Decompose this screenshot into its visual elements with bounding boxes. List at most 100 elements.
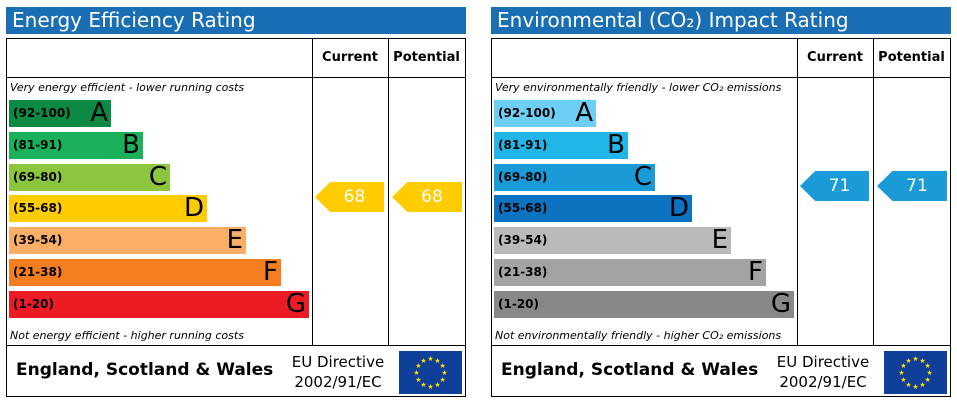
star-icon: ★ [413,369,419,377]
band-range-label: (81-91) [498,138,548,152]
potential-rating-value: 71 [906,176,928,196]
band-range-label: (39-54) [498,233,548,247]
band-letter: F [263,257,278,287]
band-range-label: (55-68) [498,201,548,215]
header-divider [7,77,465,78]
star-icon: ★ [900,362,906,370]
star-icon: ★ [415,362,421,370]
band-range-label: (92-100) [13,106,71,120]
footer-country: England, Scotland & Wales [16,360,274,380]
current-column-header: Current [322,50,378,65]
star-icon: ★ [434,381,440,389]
band-letter: E [226,225,243,255]
rating-band-c: (69-80) C [494,164,655,191]
rating-band-d: (55-68) D [9,195,207,222]
eu-flag-icon: ★ ★ ★ ★ ★ ★ ★ ★ ★ ★ ★ ★ [884,351,947,394]
band-letter: C [633,162,652,192]
current-rating-value: 68 [343,187,366,207]
band-letter: D [668,193,689,223]
rating-band-c: (69-80) C [9,164,170,191]
footer-divider [7,345,465,346]
directive-line-1: EU Directive [776,353,870,371]
band-letter: C [148,162,167,192]
star-icon: ★ [441,369,447,377]
header-divider [492,77,950,78]
star-icon: ★ [420,357,426,365]
star-icon: ★ [427,355,433,363]
band-range-label: (69-80) [13,170,63,184]
current-rating-arrow: 71 [800,171,869,201]
directive-line-2: 2002/91/EC [779,373,867,391]
star-icon: ★ [926,369,932,377]
star-icon: ★ [420,381,426,389]
directive-line-2: 2002/91/EC [294,373,382,391]
band-letter: A [90,98,108,128]
directive-line-1: EU Directive [291,353,385,371]
footer-divider [492,345,950,346]
band-range-label: (81-91) [13,138,63,152]
star-icon: ★ [905,381,911,389]
star-icon: ★ [900,376,906,384]
column-divider [797,39,798,345]
band-letter: B [122,130,140,160]
band-range-label: (1-20) [498,297,539,311]
band-range-label: (92-100) [498,106,556,120]
environmental-impact-panel: Environmental (CO₂) Impact Rating Curren… [491,7,951,397]
potential-rating-arrow: 68 [392,182,462,212]
star-icon: ★ [924,362,930,370]
star-icon: ★ [439,376,445,384]
footer-directive: EU Directive 2002/91/EC [768,352,878,392]
band-letter: F [748,257,763,287]
bottom-note: Not environmentally friendly - higher CO… [495,329,782,342]
eu-flag-icon: ★ ★ ★ ★ ★ ★ ★ ★ ★ ★ ★ ★ [399,351,462,394]
panel-title: Environmental (CO₂) Impact Rating [491,7,951,34]
potential-column-header: Potential [393,50,460,65]
rating-band-b: (81-91) B [494,132,628,159]
star-icon: ★ [912,383,918,391]
rating-band-e: (39-54) E [9,227,246,254]
rating-band-g: (1-20) G [9,291,309,318]
star-icon: ★ [898,369,904,377]
rating-band-a: (92-100) A [494,100,596,127]
band-range-label: (55-68) [13,201,63,215]
column-divider [312,39,313,345]
footer-directive: EU Directive 2002/91/EC [283,352,393,392]
star-icon: ★ [427,383,433,391]
band-letter: E [711,225,728,255]
column-divider [388,39,389,345]
panel-title: Energy Efficiency Rating [6,7,466,34]
current-rating-value: 71 [828,176,851,196]
star-icon: ★ [919,357,925,365]
rating-frame: Current Potential Very environmentally f… [491,38,951,397]
rating-band-f: (21-38) F [9,259,281,286]
band-letter: B [607,130,625,160]
rating-band-e: (39-54) E [494,227,731,254]
star-icon: ★ [415,376,421,384]
footer-country: England, Scotland & Wales [501,360,759,380]
rating-band-f: (21-38) F [494,259,766,286]
potential-column-header: Potential [878,50,945,65]
potential-rating-arrow: 71 [877,171,947,201]
band-range-label: (69-80) [498,170,548,184]
band-letter: G [770,289,791,319]
energy-efficiency-panel: Energy Efficiency Rating Current Potenti… [6,7,466,397]
band-range-label: (1-20) [13,297,54,311]
rating-band-b: (81-91) B [9,132,143,159]
star-icon: ★ [924,376,930,384]
current-column-header: Current [807,50,863,65]
current-rating-arrow: 68 [315,182,384,212]
top-note: Very environmentally friendly - lower CO… [495,81,782,94]
band-range-label: (39-54) [13,233,63,247]
rating-band-a: (92-100) A [9,100,111,127]
top-note: Very energy efficient - lower running co… [10,81,245,94]
band-range-label: (21-38) [498,265,548,279]
star-icon: ★ [912,355,918,363]
star-icon: ★ [905,357,911,365]
column-divider [873,39,874,345]
band-letter: G [285,289,306,319]
star-icon: ★ [439,362,445,370]
rating-frame: Current Potential Very energy efficient … [6,38,466,397]
star-icon: ★ [919,381,925,389]
band-range-label: (21-38) [13,265,63,279]
star-icon: ★ [434,357,440,365]
